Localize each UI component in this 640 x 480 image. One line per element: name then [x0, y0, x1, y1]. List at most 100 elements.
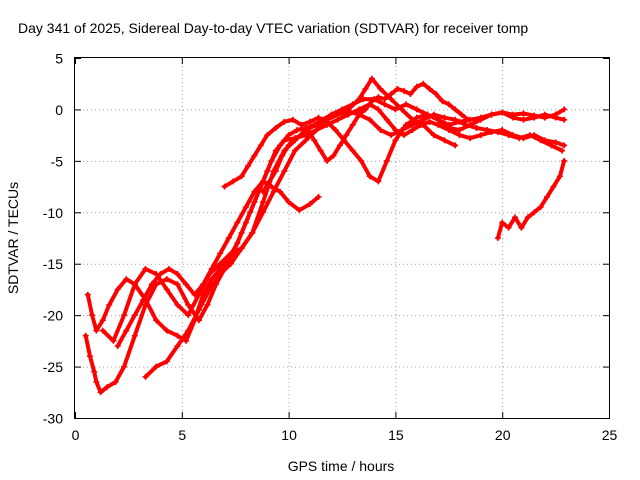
data-point — [377, 85, 384, 92]
series-track-h — [495, 158, 567, 240]
data-point — [89, 312, 96, 319]
data-point — [195, 317, 202, 324]
data-point — [123, 327, 130, 334]
data-point — [403, 101, 410, 108]
data-point — [104, 384, 111, 391]
data-point — [174, 332, 181, 339]
series-track-e — [115, 179, 321, 348]
data-point — [221, 183, 228, 190]
data-point — [140, 296, 147, 303]
data-point — [304, 127, 311, 133]
data-point — [163, 276, 170, 283]
data-point — [548, 142, 555, 149]
data-point — [435, 121, 442, 128]
data-point — [456, 132, 463, 139]
data-point — [420, 121, 427, 128]
data-point — [185, 312, 192, 319]
data-point — [99, 317, 106, 324]
data-point — [163, 358, 170, 365]
data-point — [106, 301, 113, 308]
data-point — [257, 142, 264, 149]
data-point — [93, 327, 100, 334]
data-point — [153, 317, 160, 324]
data-point — [392, 106, 399, 113]
data-point — [383, 116, 390, 123]
data-point — [259, 199, 266, 205]
data-point — [296, 207, 303, 214]
data-point — [477, 132, 484, 139]
x-tick-label: 5 — [178, 427, 186, 443]
data-point — [392, 137, 399, 144]
data-point — [465, 116, 472, 123]
data-point — [285, 199, 292, 205]
data-point — [330, 152, 337, 159]
data-point — [93, 379, 100, 385]
data-point — [174, 281, 181, 288]
data-point — [452, 142, 459, 149]
data-point — [91, 368, 98, 375]
data-point — [375, 106, 382, 113]
data-point — [264, 168, 271, 175]
data-point — [298, 132, 305, 139]
data-point — [142, 373, 149, 380]
data-point — [420, 80, 427, 87]
data-point — [227, 260, 234, 267]
data-point — [247, 209, 254, 216]
data-point — [426, 118, 433, 125]
plot-frame — [74, 57, 610, 419]
data-point — [394, 85, 401, 92]
data-point — [121, 363, 128, 370]
data-point — [294, 127, 301, 133]
data-point — [281, 168, 288, 175]
data-point — [217, 260, 224, 267]
data-point — [123, 276, 130, 283]
data-point — [356, 96, 363, 103]
data-point — [306, 201, 313, 208]
data-point — [245, 163, 252, 169]
data-point — [430, 132, 437, 139]
data-point — [413, 83, 420, 90]
data-point — [281, 118, 288, 125]
data-point — [552, 114, 559, 121]
data-point — [426, 85, 433, 92]
data-point — [238, 173, 245, 180]
data-point — [368, 98, 375, 105]
data-point — [366, 116, 373, 123]
x-tick-label: 10 — [281, 427, 297, 443]
data-point — [499, 219, 506, 226]
data-point — [407, 91, 414, 97]
data-point — [488, 111, 495, 118]
data-point — [217, 250, 224, 257]
data-point — [456, 127, 463, 133]
data-point — [153, 363, 160, 370]
data-point — [281, 137, 288, 144]
x-axis-label: GPS time / hours — [288, 458, 395, 474]
data-point — [516, 135, 523, 142]
data-point — [285, 142, 292, 149]
data-point — [388, 132, 395, 139]
data-point — [259, 178, 266, 185]
series-track-a — [85, 97, 567, 343]
data-point — [206, 286, 213, 293]
data-point — [185, 301, 192, 308]
data-point — [315, 193, 322, 200]
data-point — [520, 116, 527, 123]
x-tick-label: 25 — [602, 427, 618, 443]
data-point — [142, 301, 149, 308]
data-point — [432, 91, 439, 97]
data-point — [349, 121, 356, 128]
data-point — [400, 87, 407, 94]
data-point — [362, 85, 369, 92]
data-point — [362, 106, 369, 113]
data-point — [259, 188, 266, 195]
data-point — [272, 147, 279, 154]
data-point — [97, 389, 104, 396]
y-tick-label: 0 — [55, 102, 63, 118]
data-point — [505, 132, 512, 139]
data-point — [377, 127, 384, 133]
data-point — [289, 116, 296, 123]
x-tick-label: 20 — [495, 427, 511, 443]
data-point — [561, 157, 568, 164]
y-tick-label: -15 — [43, 256, 63, 272]
